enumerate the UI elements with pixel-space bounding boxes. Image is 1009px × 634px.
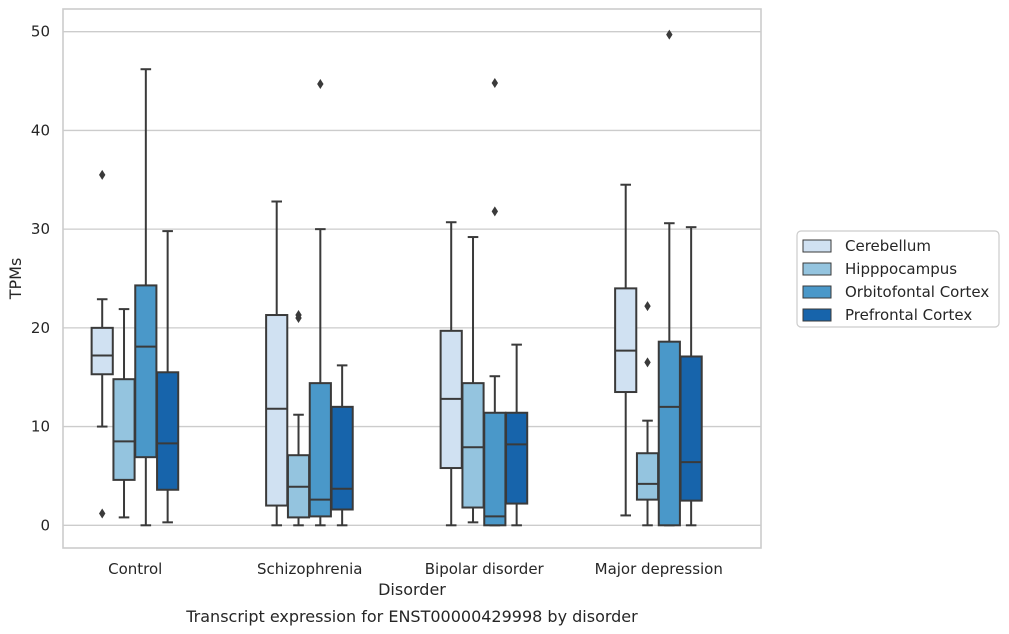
y-axis-tick-labels: 0 10 20 30 40 50: [31, 23, 50, 535]
box-iqr: [308, 382, 332, 518]
x-axis-tick-labels: Control Schizophrenia Bipolar disorder Majo…: [108, 560, 723, 578]
outlier-point: [491, 78, 499, 89]
x-tick-label: Major depression: [595, 560, 723, 578]
legend-frame: [796, 230, 1000, 328]
box-cerebellum-2: [439, 221, 463, 527]
box-iqr: [635, 452, 660, 501]
y-tick-label: 10: [31, 418, 50, 436]
outlier-point: [644, 357, 651, 368]
outlier-point: [99, 508, 106, 519]
box-orbitofontal-cortex-0: [134, 68, 158, 527]
box-hipppocampus-2: [461, 236, 485, 524]
legend: Cerebellum Hipppocampus Orbitofontal Corte…: [796, 230, 1000, 328]
x-tick-label: Control: [108, 560, 162, 578]
box-hipppocampus-3: [635, 301, 660, 527]
y-gridlines: [63, 31, 761, 526]
legend-label: Hipppocampus: [845, 260, 957, 278]
box-prefrontal-cortex-2: [505, 343, 529, 527]
legend-label: Cerebellum: [845, 237, 931, 255]
box-cerebellum-1: [265, 200, 289, 527]
outlier-point: [317, 79, 324, 90]
legend-swatch: [802, 308, 832, 322]
box-hipppocampus-1: [286, 310, 311, 527]
box-iqr: [90, 326, 114, 376]
box-prefrontal-cortex-1: [330, 364, 354, 527]
box-iqr: [330, 405, 354, 511]
y-tick-label: 0: [40, 516, 50, 534]
x-tick-label: Bipolar disorder: [425, 560, 545, 578]
outlier-point: [295, 310, 302, 321]
box-iqr: [134, 284, 158, 459]
box-hipppocampus-0: [112, 308, 136, 519]
chart-caption: Transcript expression for ENST0000042999…: [185, 607, 638, 626]
box-iqr: [614, 287, 638, 394]
legend-label: Prefrontal Cortex: [845, 306, 972, 324]
x-axis-title: Disorder: [378, 580, 446, 599]
box-cerebellum-3: [614, 183, 638, 517]
box-iqr: [265, 314, 289, 507]
legend-swatch: [802, 239, 832, 253]
box-iqr: [505, 411, 529, 505]
x-tick-label: Schizophrenia: [257, 560, 362, 578]
y-tick-label: 50: [31, 23, 50, 41]
box-cerebellum-0: [90, 169, 114, 519]
plot-frame: [62, 8, 762, 549]
y-axis-title: TPMs: [6, 258, 25, 301]
outlier-point: [644, 301, 651, 312]
box-iqr: [483, 411, 507, 527]
y-tick-label: 40: [31, 121, 50, 139]
y-tick-label: 30: [31, 220, 50, 238]
box-iqr: [679, 355, 703, 502]
legend-swatch: [802, 262, 832, 276]
box-prefrontal-cortex-3: [679, 226, 703, 527]
legend-swatch: [802, 285, 832, 299]
outlier-point: [666, 29, 673, 40]
box-iqr: [156, 371, 180, 491]
legend-label: Orbitofontal Cortex: [845, 283, 989, 301]
box-iqr: [112, 378, 136, 481]
box-iqr: [461, 382, 485, 509]
outlier-point: [491, 206, 499, 217]
y-tick-label: 20: [31, 319, 50, 337]
plot-area: [90, 29, 703, 527]
box-prefrontal-cortex-0: [156, 230, 180, 524]
outlier-point: [99, 169, 106, 180]
box-iqr: [657, 340, 681, 527]
